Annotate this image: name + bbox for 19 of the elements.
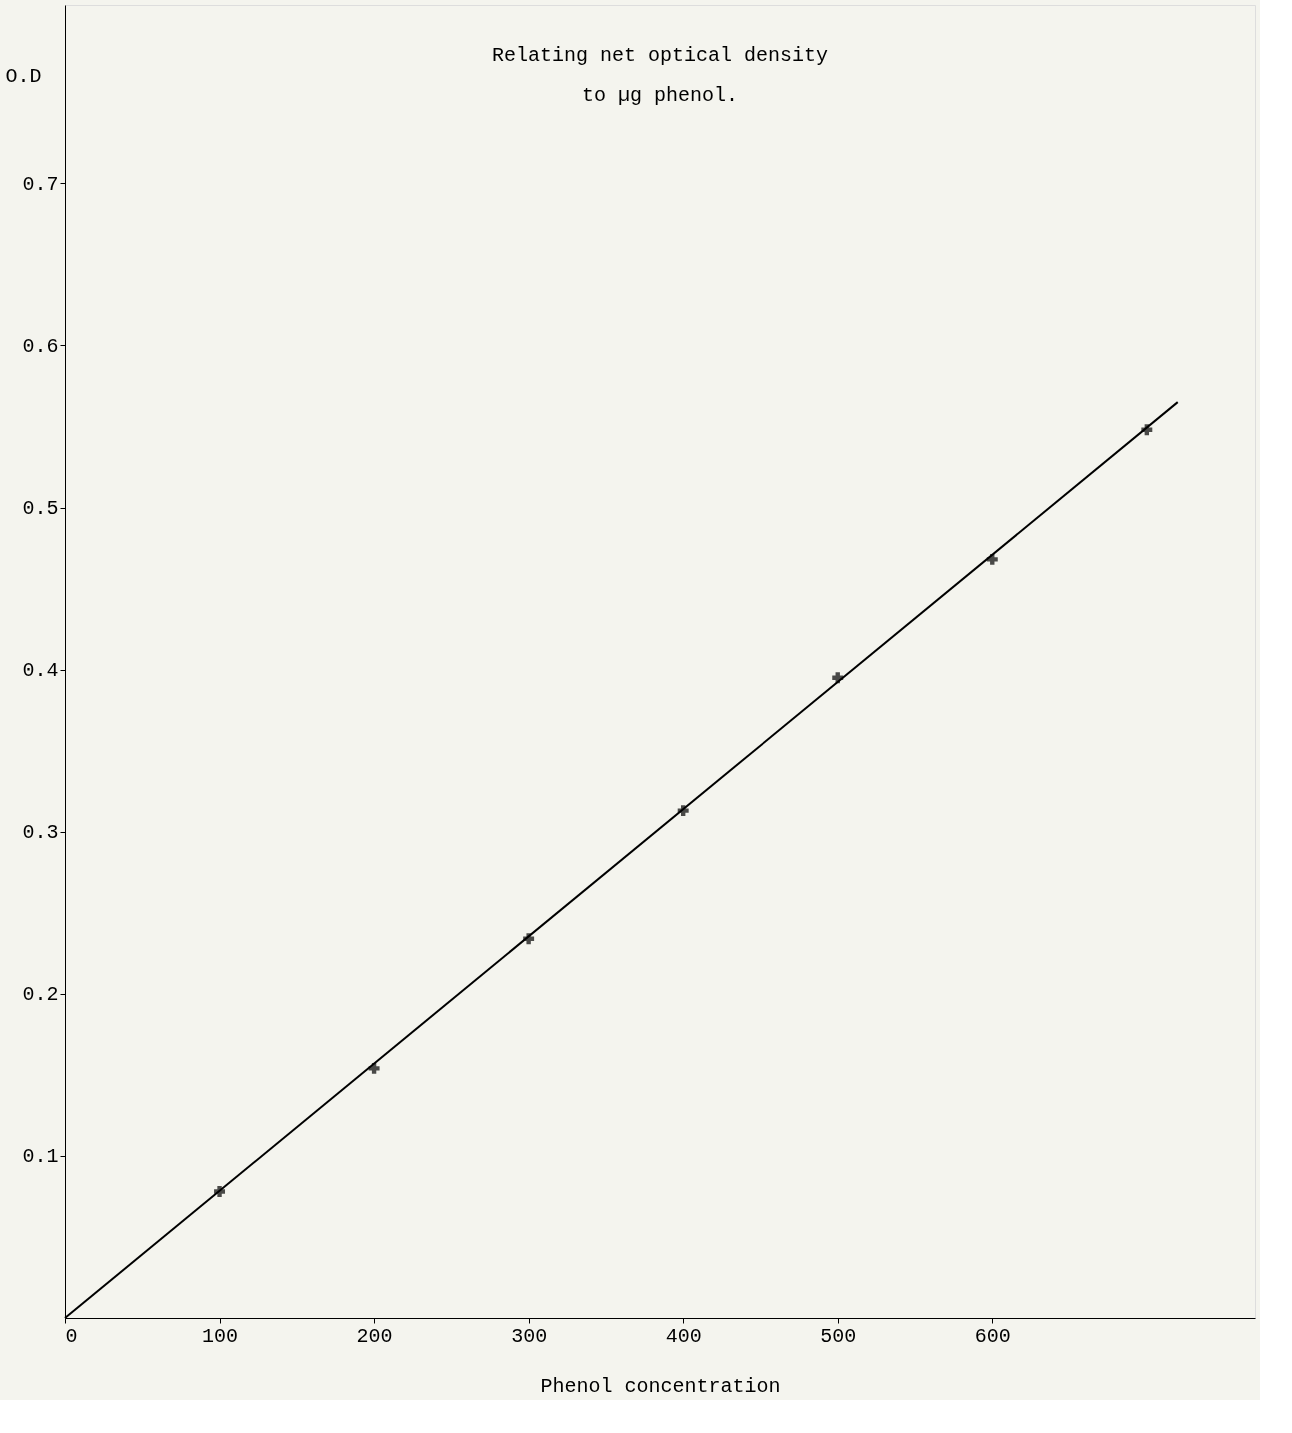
x-tick-label: 500	[820, 1324, 857, 1348]
text: to µg phenol.	[581, 84, 739, 107]
point	[214, 1186, 226, 1198]
y-axis-title: O.D	[5, 64, 42, 88]
x-tick-label: 300	[511, 1324, 548, 1348]
y-tick-label: 0.7	[22, 172, 59, 196]
y-tick-label: 0.2	[22, 983, 59, 1007]
y-tick-label: 0.3	[22, 821, 59, 845]
y-tick-label: 0.6	[22, 334, 59, 358]
x-tick-label: 200	[356, 1324, 393, 1348]
y-tick-label: 0.5	[22, 497, 59, 521]
y-tick-label: 0.4	[22, 659, 59, 683]
y-tick-label: 0.1	[22, 1145, 59, 1169]
x-tick-label: 600	[974, 1324, 1011, 1348]
text: Relating net optical density	[491, 44, 829, 67]
x-tick-label: 400	[665, 1324, 702, 1348]
x-axis-title: Phenol concentration	[540, 1374, 781, 1398]
x-tick-label: 100	[202, 1324, 239, 1348]
x-tick-label: 0	[65, 1324, 78, 1348]
